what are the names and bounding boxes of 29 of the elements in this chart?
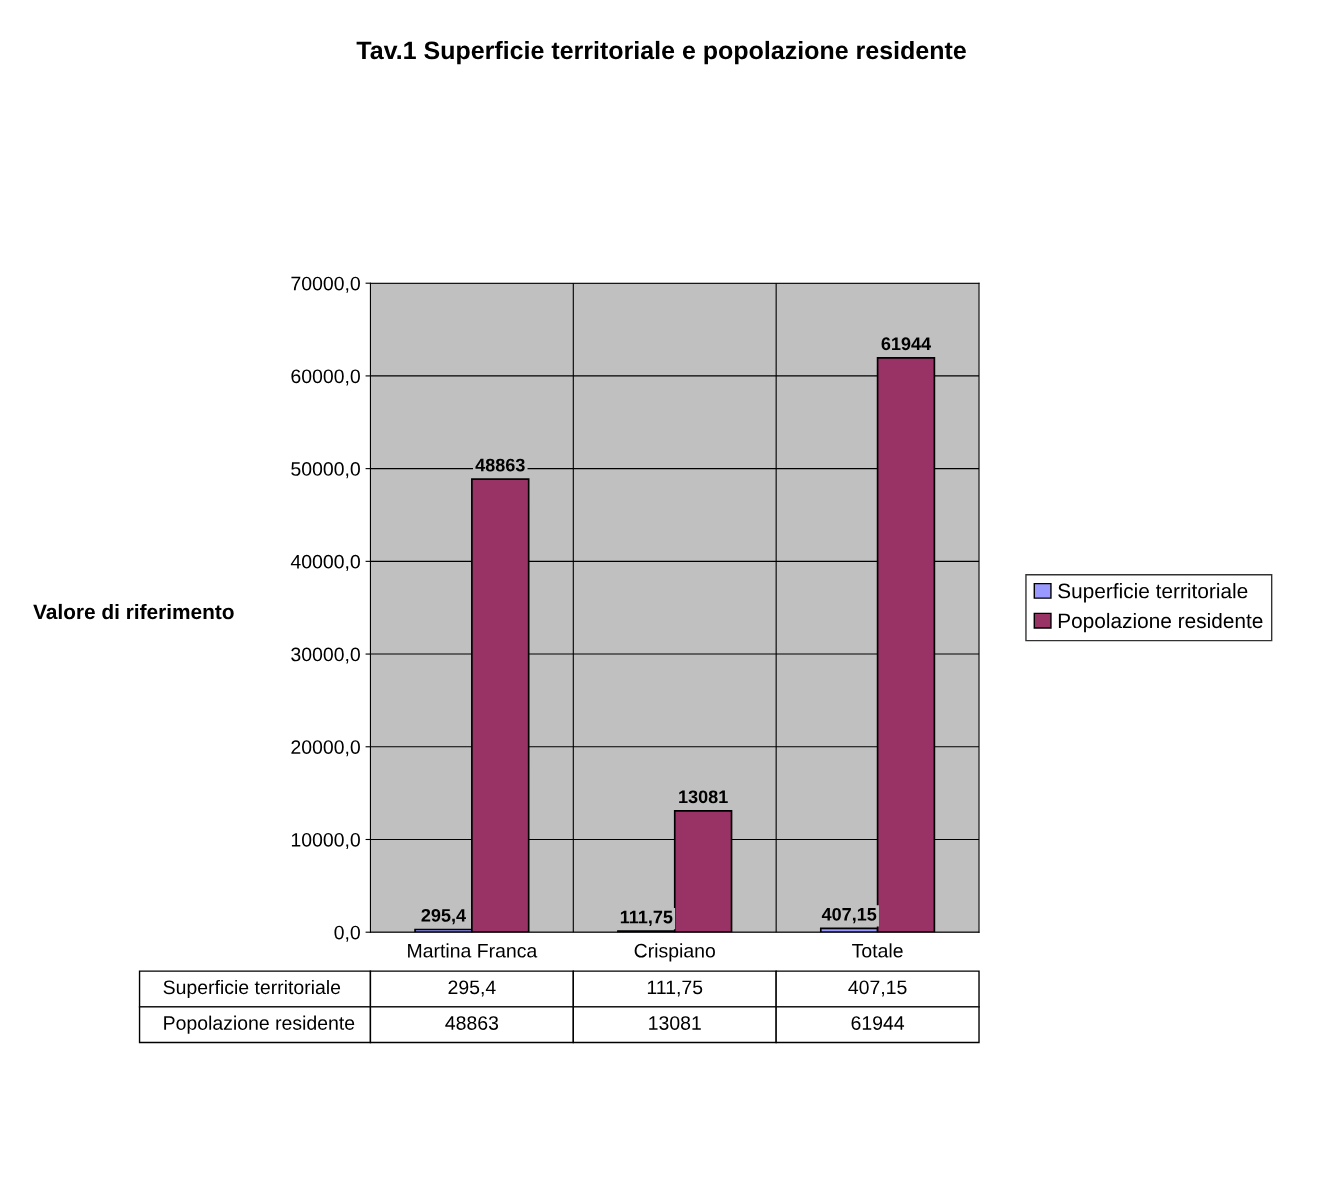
text: 13081 (679, 790, 728, 804)
y-tick-label: 20000,0 (291, 740, 360, 757)
y-tick-label: 70000,0 (291, 276, 360, 293)
data-label: 48863 (445, 1016, 499, 1030)
text: 61944 (881, 337, 931, 351)
data-label: 13081 (649, 1016, 701, 1030)
text: Superficie territoriale (163, 979, 341, 999)
y-tick-label: 30000,0 (291, 647, 360, 664)
data-label: 295,4 (448, 980, 496, 997)
y-axis-title: Valore di riferimento (33, 603, 234, 620)
x-tick-label: Totale (852, 943, 903, 958)
data-label: 407,15 (848, 980, 907, 997)
chart-title: Tav.1 Superficie territoriale e popolazione residente (356, 40, 966, 65)
y-tick-label: 0,0 (334, 925, 360, 942)
text: 295,4 (421, 908, 466, 925)
y-tick-label: 60000,0 (291, 369, 360, 386)
data-label: 111,75 (647, 980, 703, 997)
x-tick-label: Martina Franca (408, 943, 538, 958)
x-tick-label: Crispiano (634, 943, 715, 962)
legend-label: Popolazione residente (1058, 612, 1263, 633)
text: 111,75 (620, 910, 673, 927)
y-tick-label: 50000,0 (291, 462, 360, 479)
legend-label: Superficie territoriale (1058, 583, 1248, 603)
data-label: 61944 (851, 1016, 905, 1030)
text: Popolazione residente (164, 1015, 355, 1034)
y-tick-label: 10000,0 (291, 832, 360, 850)
text: 407,15 (821, 907, 877, 924)
y-tick-label: 40000,0 (290, 554, 360, 571)
text: 48863 (475, 458, 525, 472)
